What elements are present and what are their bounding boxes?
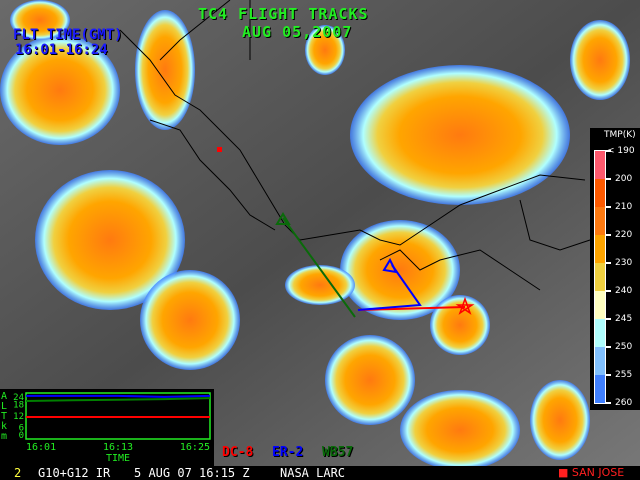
map-title: TC4 FLIGHT TRACKS (198, 5, 369, 23)
san-jose-label: SAN JOSE (571, 466, 625, 479)
colorbar-tick (606, 150, 611, 152)
colorbar-label: < 190 (607, 146, 635, 156)
satellite-imagery (0, 0, 640, 466)
colorbar-label: 260 (615, 398, 633, 408)
colorbar-tick (606, 402, 611, 404)
altitude-chart: 0 6 12 18 24 16:01 16:13 16:25 TIME ALT km (0, 389, 214, 466)
cloud-tops (0, 0, 630, 466)
colorbar-label: 200 (615, 174, 633, 184)
x-axis-label: TIME (106, 453, 130, 464)
colorbar-swatch (595, 235, 605, 263)
flight-time-range: 16:01-16:24 (15, 42, 108, 58)
x-tick-label: 16:01 (26, 442, 56, 453)
series-line-er-2 (26, 394, 211, 398)
colorbar-label: 220 (615, 230, 633, 240)
colorbar-tick (606, 206, 611, 208)
series-line-wb57 (25, 397, 211, 403)
wb57-aircraft-icon (275, 212, 291, 225)
colorbar-tick (606, 374, 611, 376)
colorbar-tick (606, 178, 611, 180)
colorbar-label: 230 (615, 258, 633, 268)
wb57-track (282, 217, 356, 318)
colorbar-swatch (595, 263, 605, 291)
colorbar-label: 255 (615, 370, 633, 380)
y-tick-label: 0 (19, 431, 24, 441)
colorbar-swatch (595, 375, 605, 403)
map-date: AUG 05,2007 (242, 23, 353, 41)
colorbar-label: 210 (615, 202, 633, 212)
colorbar-label: 250 (615, 342, 633, 352)
colorbar-swatch (595, 207, 605, 235)
colorbar-label: 245 (615, 314, 633, 324)
san-jose-marker (217, 147, 222, 152)
flight-tracks (275, 212, 475, 318)
flight-time-label: FLT TIME(GMT) (13, 27, 123, 43)
y-tick-label: 6 (19, 424, 24, 434)
temperature-colorbar: TMP(K) < 190 200 210 220 230 240 245 250 255 260 (590, 128, 640, 410)
frame-number: 2 (14, 466, 22, 480)
legend-er2: ER-2 (272, 445, 304, 460)
colorbar-tick (606, 234, 611, 236)
legend-wb57: WB57 (322, 445, 354, 460)
sensor-label: G10+G12 IR (38, 466, 111, 480)
coastlines (119, 0, 591, 291)
colorbar-label: 240 (615, 286, 633, 296)
y-tick-label: 12 (13, 412, 24, 422)
colorbar-title: TMP(K) (604, 130, 636, 140)
x-tick-label: 16:25 (180, 442, 210, 453)
status-bar: 2 G10+G12 IR 5 AUG 07 16:15 Z NASA LARC … (0, 466, 640, 480)
y-tick-label: 24 (13, 393, 24, 403)
legend-dc8: DC-8 (222, 445, 254, 460)
colorbar-tick (606, 262, 611, 264)
er2-track (357, 264, 422, 311)
legend-san-jose: ■ SAN JOSE (558, 466, 625, 479)
colorbar-scale (594, 150, 606, 404)
colorbar-swatch (595, 179, 605, 207)
source-label: NASA LARC (280, 466, 346, 480)
colorbar-tick (606, 318, 611, 320)
colorbar-tick (606, 346, 611, 348)
colorbar-swatch (595, 319, 605, 347)
y-axis-label: ALT km (1, 391, 8, 442)
datetime-label: 5 AUG 07 16:15 Z (134, 466, 250, 480)
colorbar-tick (606, 290, 611, 292)
y-tick-label: 18 (13, 401, 24, 411)
colorbar-swatch (595, 347, 605, 375)
x-tick-label: 16:13 (103, 442, 133, 453)
colorbar-swatch (595, 291, 605, 319)
colorbar-swatch (595, 151, 605, 179)
er2-aircraft-icon (382, 257, 398, 274)
dc8-aircraft-icon (455, 296, 475, 315)
